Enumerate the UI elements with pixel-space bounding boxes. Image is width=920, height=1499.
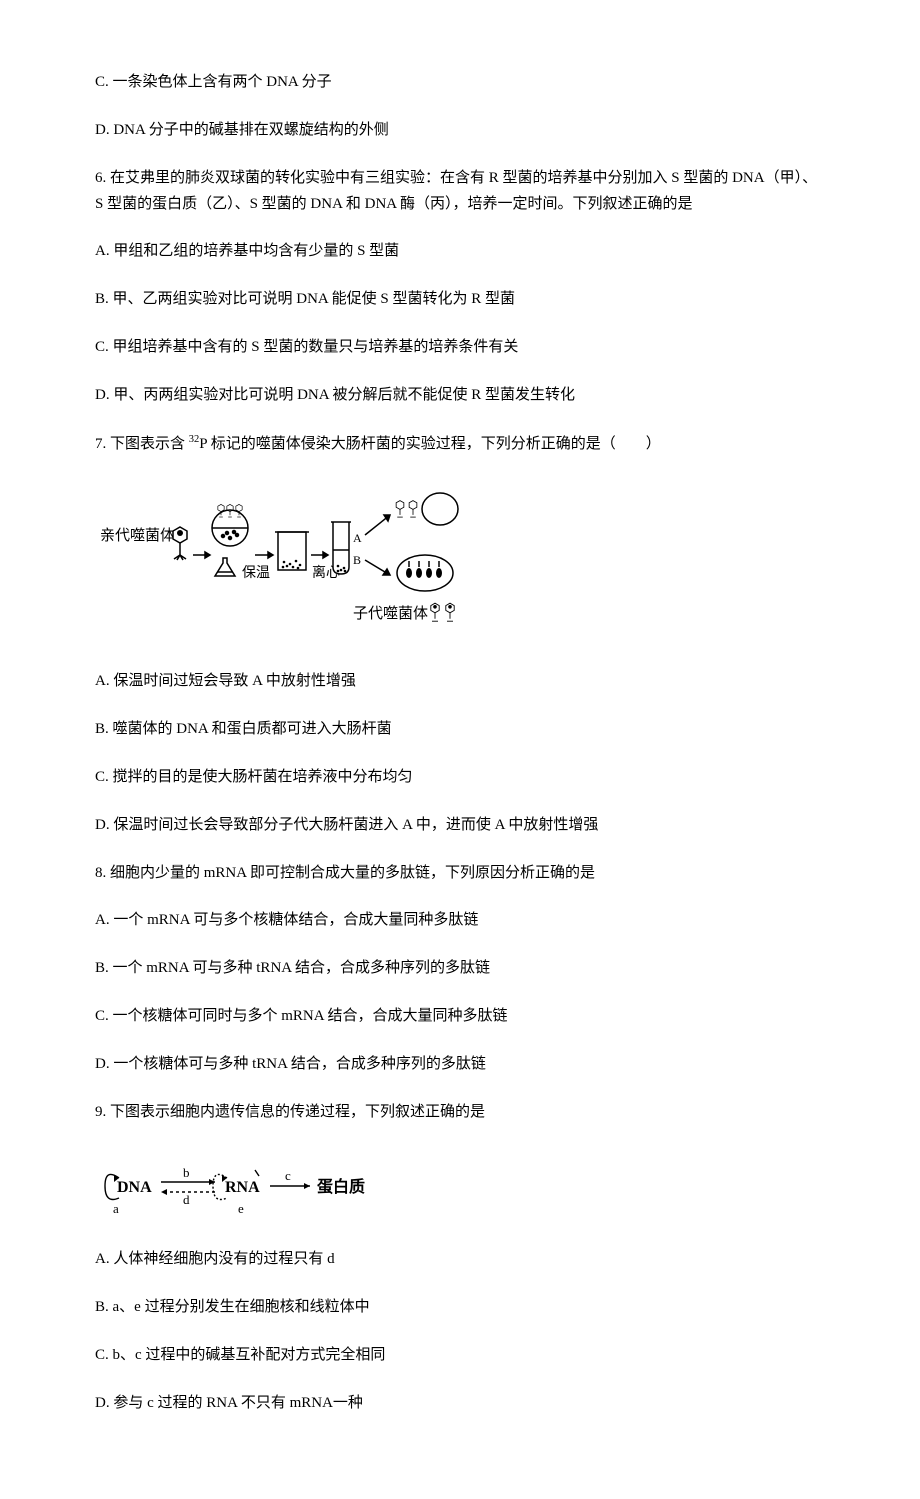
q8-option-a: A. 一个 mRNA 可与多个核糖体结合，合成大量同种多肽链 bbox=[95, 908, 825, 932]
q7-diagram-svg: 亲代噬菌体 bbox=[95, 480, 475, 640]
q5-option-c: C. 一条染色体上含有两个 DNA 分子 bbox=[95, 70, 825, 94]
q8-option-c: C. 一个核糖体可同时与多个 mRNA 结合，合成大量同种多肽链 bbox=[95, 1004, 825, 1028]
q7-figure: 亲代噬菌体 bbox=[95, 480, 825, 645]
q7-option-b: B. 噬菌体的 DNA 和蛋白质都可进入大肠杆菌 bbox=[95, 717, 825, 741]
q9-figure: DNA a b d RNA e c 蛋白质 bbox=[95, 1148, 825, 1247]
q9-option-d: D. 参与 c 过程的 RNA 不只有 mRNA一种 bbox=[95, 1391, 825, 1415]
q9-protein: 蛋白质 bbox=[317, 1177, 365, 1196]
q7-stem-pre: 7. 下图表示含 bbox=[95, 436, 189, 452]
q9-e: e bbox=[238, 1201, 244, 1216]
q6-option-b: B. 甲、乙两组实验对比可说明 DNA 能促使 S 型菌转化为 R 型菌 bbox=[95, 287, 825, 311]
q7-stem-post: P 标记的噬菌体侵染大肠杆菌的实验过程，下列分析正确的是（ ） bbox=[199, 436, 661, 452]
q7-label-progeny: 子代噬菌体 bbox=[353, 605, 428, 622]
q9-diagram-svg: DNA a b d RNA e c 蛋白质 bbox=[95, 1158, 395, 1220]
q9-stem: 9. 下图表示细胞内遗传信息的传递过程，下列叙述正确的是 bbox=[95, 1100, 825, 1126]
q7-option-a: A. 保温时间过短会导致 A 中放射性增强 bbox=[95, 669, 825, 693]
q7-option-d: D. 保温时间过长会导致部分子代大肠杆菌进入 A 中，进而使 A 中放射性增强 bbox=[95, 813, 825, 837]
q6-option-d: D. 甲、丙两组实验对比可说明 DNA 被分解后就不能促使 R 型菌发生转化 bbox=[95, 383, 825, 407]
q9-c: c bbox=[285, 1168, 291, 1183]
q7-label-a: A bbox=[353, 531, 362, 545]
q7-label-incubate: 保温 bbox=[242, 565, 270, 581]
q9-d: d bbox=[183, 1192, 190, 1207]
q6-option-a: A. 甲组和乙组的培养基中均含有少量的 S 型菌 bbox=[95, 239, 825, 263]
q7-stem: 7. 下图表示含 32P 标记的噬菌体侵染大肠杆菌的实验过程，下列分析正确的是（… bbox=[95, 431, 825, 458]
q8-option-d: D. 一个核糖体可与多种 tRNA 结合，合成多种序列的多肽链 bbox=[95, 1052, 825, 1076]
q9-option-a: A. 人体神经细胞内没有的过程只有 d bbox=[95, 1247, 825, 1271]
q9-option-c: C. b、c 过程中的碱基互补配对方式完全相同 bbox=[95, 1343, 825, 1367]
q8-stem: 8. 细胞内少量的 mRNA 即可控制合成大量的多肽链，下列原因分析正确的是 bbox=[95, 861, 825, 887]
q9-rna: RNA bbox=[225, 1179, 260, 1196]
q7-label-parent: 亲代噬菌体 bbox=[100, 527, 175, 544]
q8-option-b: B. 一个 mRNA 可与多种 tRNA 结合，合成多种序列的多肽链 bbox=[95, 956, 825, 980]
q9-dna: DNA bbox=[117, 1179, 152, 1196]
q7-option-c: C. 搅拌的目的是使大肠杆菌在培养液中分布均匀 bbox=[95, 765, 825, 789]
q9-option-b: B. a、e 过程分别发生在细胞核和线粒体中 bbox=[95, 1295, 825, 1319]
q9-b: b bbox=[183, 1165, 190, 1180]
q7-stem-sup: 32 bbox=[189, 434, 200, 445]
q9-a: a bbox=[113, 1201, 119, 1216]
q6-stem: 6. 在艾弗里的肺炎双球菌的转化实验中有三组实验：在含有 R 型菌的培养基中分别… bbox=[95, 166, 825, 217]
q5-option-d: D. DNA 分子中的碱基排在双螺旋结构的外侧 bbox=[95, 118, 825, 142]
q6-option-c: C. 甲组培养基中含有的 S 型菌的数量只与培养基的培养条件有关 bbox=[95, 335, 825, 359]
q7-label-b: B bbox=[353, 553, 361, 567]
